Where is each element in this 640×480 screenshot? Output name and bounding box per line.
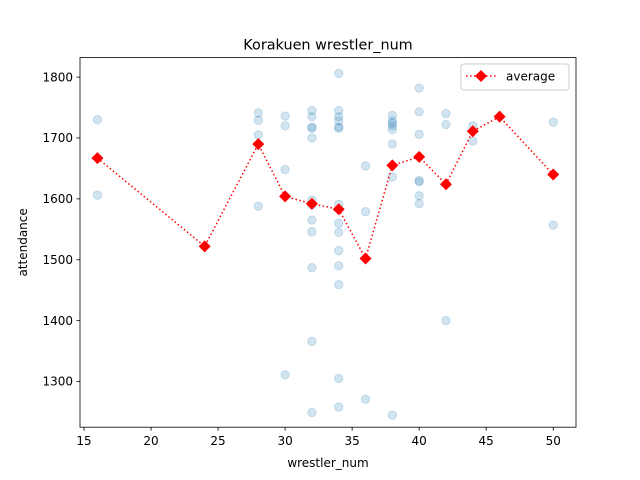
x-tick-label: 40 — [412, 434, 427, 448]
scatter-point — [334, 105, 344, 116]
scatter-point — [387, 116, 398, 126]
scatter-point — [468, 136, 478, 146]
y-tick-label: 1600 — [42, 192, 73, 206]
scatter-point — [414, 107, 424, 117]
y-tick-label: 1300 — [42, 375, 73, 389]
scatter-point — [92, 190, 103, 200]
x-tick-label: 50 — [546, 434, 561, 448]
average-marker — [332, 203, 345, 216]
scatter-point — [307, 111, 317, 122]
scatter-point — [280, 111, 290, 121]
scatter-point — [334, 280, 344, 290]
x-tick-label: 15 — [76, 434, 91, 448]
chart-title: Korakuen wrestler_num — [243, 38, 412, 54]
y-tick-label: 1500 — [42, 253, 73, 267]
scatter-point — [334, 116, 344, 126]
scatter-point — [280, 121, 290, 131]
scatter-point — [387, 172, 398, 182]
scatter-point — [307, 407, 317, 418]
scatter-point — [334, 402, 344, 412]
scatter-point — [334, 227, 344, 238]
average-marker — [413, 150, 426, 163]
scatter-point — [441, 119, 451, 130]
average-marker — [279, 190, 292, 203]
scatter-point — [414, 83, 424, 93]
scatter-point — [307, 133, 317, 143]
scatter-point — [387, 121, 398, 131]
scatter-point — [387, 124, 398, 135]
scatter-point — [387, 410, 398, 420]
x-tick-label: 30 — [277, 434, 292, 448]
scatter-point — [441, 315, 451, 326]
average-marker — [439, 178, 452, 191]
scatter-point — [334, 373, 344, 384]
average-marker — [252, 138, 265, 151]
average-marker — [305, 197, 318, 210]
x-tick-label: 35 — [344, 434, 359, 448]
x-tick-label: 20 — [143, 434, 158, 448]
plot-frame — [79, 57, 577, 428]
scatter-point — [548, 220, 558, 230]
y-tick-label: 1700 — [42, 131, 73, 145]
x-tick-label: 45 — [479, 434, 494, 448]
y-tick-label: 1800 — [42, 70, 73, 84]
scatter-point — [307, 262, 317, 273]
x-axis: 15 20 25 30 35 40 45 50 — [76, 427, 561, 448]
scatter-point — [280, 370, 290, 380]
scatter-point — [414, 175, 424, 186]
scatter-point — [253, 130, 263, 140]
legend-box — [460, 63, 570, 91]
average-marker — [547, 168, 560, 181]
scatter-point — [280, 164, 290, 175]
legend-marker-diamond-icon — [475, 70, 487, 82]
scatter-point — [307, 122, 317, 132]
scatter-point — [253, 108, 263, 118]
scatter-point — [253, 201, 263, 211]
average-marker — [91, 152, 104, 165]
scatter-point — [360, 394, 371, 404]
average-marker — [359, 252, 372, 265]
legend-label-average: average — [506, 69, 555, 83]
scatter-point — [307, 336, 317, 347]
scatter-point — [414, 191, 424, 201]
scatter-point — [387, 110, 398, 121]
scatter-point — [387, 118, 398, 129]
scatter-point — [334, 123, 344, 133]
average-marker — [198, 240, 211, 253]
y-axis-label: attendance — [16, 208, 30, 276]
scatter-point — [307, 227, 317, 237]
scatter-point — [414, 199, 424, 209]
scatter-point — [387, 139, 398, 149]
scatter-point — [334, 122, 344, 132]
scatter-point — [334, 261, 344, 271]
scatter-point — [414, 129, 424, 140]
scatter-point — [307, 215, 317, 225]
scatter-point — [334, 111, 344, 122]
scatter-layer — [92, 68, 558, 420]
plot-area — [80, 57, 576, 428]
y-axis: 1300 1400 1500 1600 1700 1800 — [42, 70, 80, 389]
average-marker — [493, 110, 506, 123]
scatter-point — [548, 117, 558, 127]
scatter-point — [360, 161, 371, 171]
scatter-point — [360, 206, 371, 217]
scatter-point — [334, 218, 344, 228]
average-marker — [386, 159, 399, 172]
scatter-point — [414, 177, 424, 187]
scatter-point — [253, 115, 263, 126]
x-tick-label: 25 — [210, 434, 225, 448]
legend: average — [460, 63, 570, 91]
scatter-point — [92, 115, 103, 125]
scatter-point — [307, 123, 317, 133]
x-axis-label: wrestler_num — [287, 456, 368, 470]
scatter-point — [334, 245, 344, 256]
average-line-layer — [91, 110, 560, 265]
scatter-point — [441, 108, 451, 119]
scatter-point — [307, 105, 317, 116]
y-tick-label: 1400 — [42, 314, 73, 328]
scatter-point — [334, 68, 344, 79]
average-marker — [466, 125, 479, 138]
